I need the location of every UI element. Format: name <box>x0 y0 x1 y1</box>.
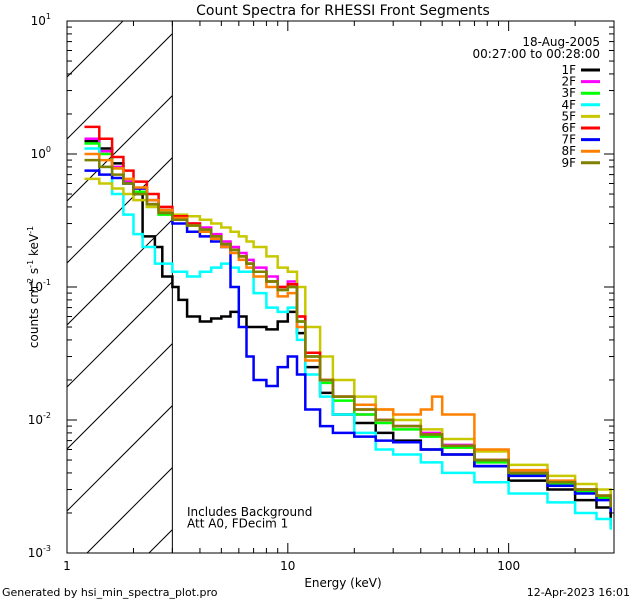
legend-label: 5F <box>561 109 576 123</box>
hatch-line <box>0 0 129 553</box>
hatch-line <box>67 218 173 326</box>
y-axis-label: counts cm-2 s-1 keV-1 <box>26 226 41 348</box>
y-tick-label: 10-2 <box>28 411 51 427</box>
footer-generated-by: Generated by hsi_min_spectra_plot.pro <box>2 586 218 599</box>
series-line-9F <box>84 158 612 508</box>
hatch-line <box>67 32 173 140</box>
date-label: 18-Aug-2005 <box>522 35 600 49</box>
series-line-7F <box>84 169 612 513</box>
hatch-line <box>67 280 173 388</box>
background-hatch-region <box>0 0 640 553</box>
y-tick-labels: 101 100 10-1 10-2 10-3 <box>28 12 51 560</box>
series-line-1F <box>84 139 612 526</box>
annotation-text: Includes Background <box>187 505 312 519</box>
time-range-label: 00:27:00 to 00:28:00 <box>473 47 600 61</box>
legend-label: 7F <box>561 133 576 147</box>
hatch-line <box>67 342 173 450</box>
series-line-4F <box>84 147 612 530</box>
footer-timestamp: 12-Apr-2023 16:01 <box>526 586 630 599</box>
y-tick-label: 101 <box>31 12 51 28</box>
legend-label: 8F <box>561 144 576 158</box>
axis-ticks <box>66 21 615 554</box>
legend-label: 1F <box>561 63 576 77</box>
series-lines <box>84 125 612 530</box>
x-tick-label: 1 <box>63 559 71 573</box>
series-line-5F <box>84 177 612 501</box>
legend-label: 2F <box>561 75 576 89</box>
legend-label: 9F <box>561 156 576 170</box>
legend-label: 4F <box>561 98 576 112</box>
x-tick-label: 100 <box>497 559 520 573</box>
hatch-line <box>67 21 124 78</box>
hatch-line <box>67 156 173 264</box>
x-axis-label: Energy (keV) <box>304 576 381 590</box>
x-tick-labels: 1 10 100 <box>63 559 520 573</box>
y-tick-label: 100 <box>31 145 51 161</box>
chart-title: Count Spectra for RHESSI Front Segments <box>196 3 490 19</box>
series-line-2F <box>84 137 612 508</box>
annotation-text: Att A0, FDecim 1 <box>187 517 288 531</box>
y-tick-label: 10-1 <box>28 278 51 294</box>
series-line-6F <box>84 125 612 508</box>
x-tick-label: 10 <box>280 559 295 573</box>
hatch-line <box>459 0 640 553</box>
legend-label: 3F <box>561 86 576 100</box>
y-tick-label: 10-3 <box>28 544 51 560</box>
series-line-3F <box>84 142 612 511</box>
hatch-line <box>67 404 173 512</box>
legend-label: 6F <box>561 121 576 135</box>
